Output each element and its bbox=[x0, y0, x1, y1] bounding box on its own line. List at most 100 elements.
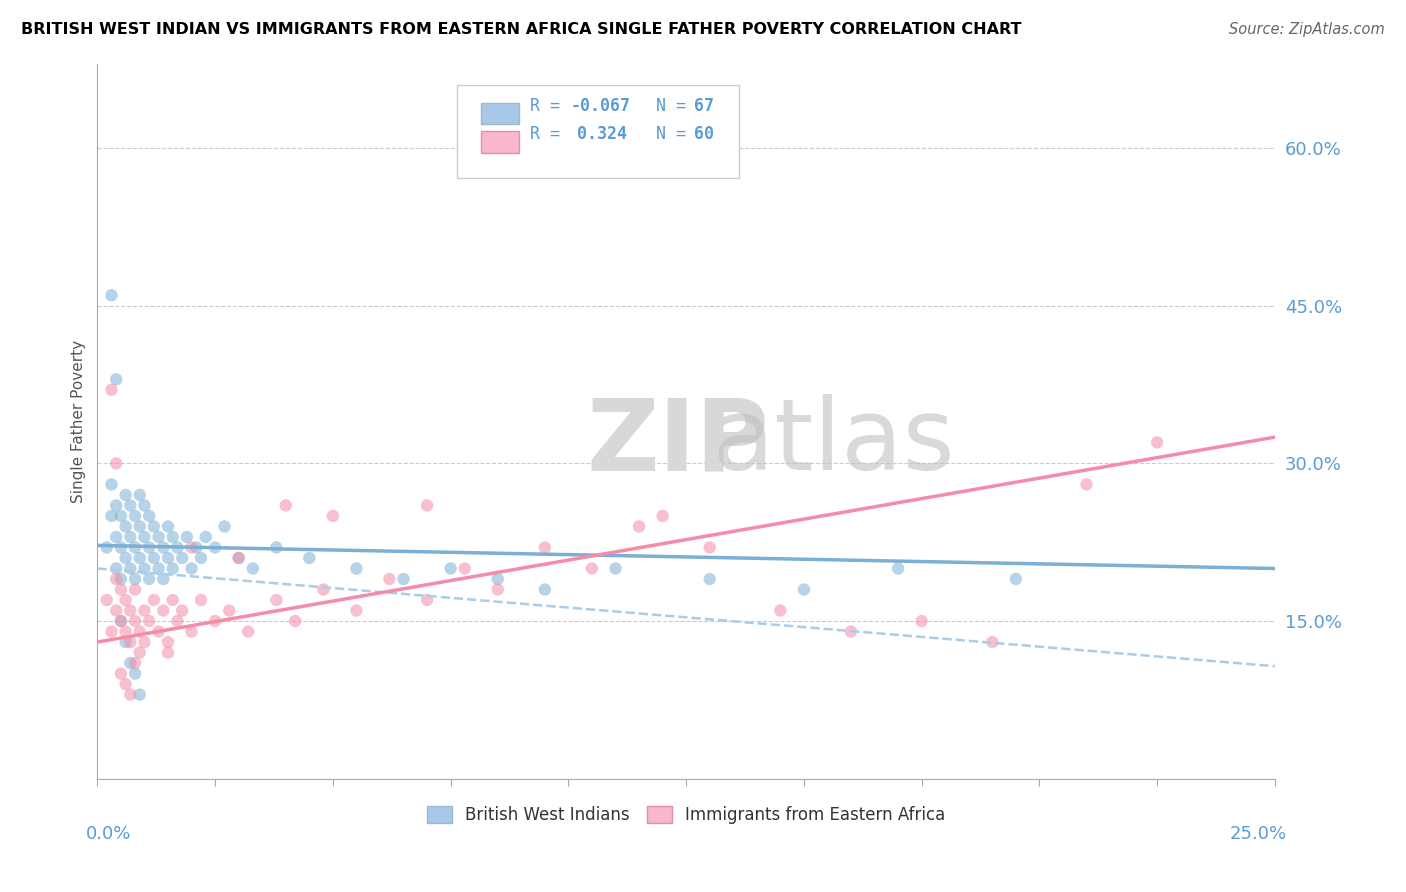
Point bbox=[120, 499, 142, 513]
Point bbox=[392, 572, 415, 586]
Point bbox=[839, 624, 862, 639]
Text: N =: N = bbox=[636, 125, 696, 143]
Point bbox=[180, 541, 202, 555]
FancyBboxPatch shape bbox=[481, 103, 519, 124]
Point bbox=[114, 635, 136, 649]
Point bbox=[105, 572, 128, 586]
Point bbox=[128, 646, 150, 660]
Point bbox=[534, 541, 557, 555]
Text: 25.0%: 25.0% bbox=[1230, 825, 1286, 843]
Point bbox=[105, 457, 128, 471]
FancyBboxPatch shape bbox=[481, 131, 519, 153]
Point bbox=[218, 603, 240, 617]
Point bbox=[138, 541, 160, 555]
Point bbox=[312, 582, 335, 597]
Point bbox=[110, 541, 132, 555]
Point bbox=[162, 530, 184, 544]
Text: R =: R = bbox=[530, 96, 569, 114]
Point bbox=[110, 666, 132, 681]
Point bbox=[981, 635, 1004, 649]
Point bbox=[128, 519, 150, 533]
Point bbox=[190, 593, 212, 607]
Point bbox=[148, 561, 170, 575]
Point bbox=[204, 541, 226, 555]
Point bbox=[156, 519, 179, 533]
Point bbox=[152, 603, 174, 617]
Point bbox=[152, 572, 174, 586]
Point bbox=[120, 561, 142, 575]
Point bbox=[114, 519, 136, 533]
Point bbox=[134, 635, 156, 649]
Point bbox=[486, 572, 509, 586]
Point bbox=[156, 551, 179, 566]
Point bbox=[148, 624, 170, 639]
Text: atlas: atlas bbox=[586, 394, 955, 491]
Point bbox=[96, 593, 118, 607]
Point bbox=[138, 508, 160, 523]
Point bbox=[134, 530, 156, 544]
Point bbox=[124, 508, 146, 523]
Point bbox=[142, 519, 165, 533]
Point bbox=[605, 561, 627, 575]
Point bbox=[793, 582, 815, 597]
Point bbox=[105, 372, 128, 386]
Point bbox=[162, 593, 184, 607]
Point bbox=[142, 593, 165, 607]
Point bbox=[128, 488, 150, 502]
Point bbox=[651, 508, 673, 523]
Point bbox=[1005, 572, 1028, 586]
Point bbox=[110, 582, 132, 597]
Point bbox=[911, 614, 934, 628]
Text: 0.324: 0.324 bbox=[576, 125, 627, 143]
Point bbox=[105, 603, 128, 617]
Point bbox=[114, 551, 136, 566]
Point bbox=[440, 561, 463, 575]
Text: BRITISH WEST INDIAN VS IMMIGRANTS FROM EASTERN AFRICA SINGLE FATHER POVERTY CORR: BRITISH WEST INDIAN VS IMMIGRANTS FROM E… bbox=[21, 22, 1022, 37]
Point bbox=[105, 499, 128, 513]
Text: 60: 60 bbox=[695, 125, 714, 143]
Point bbox=[114, 593, 136, 607]
Point bbox=[176, 530, 198, 544]
Point bbox=[120, 530, 142, 544]
Point bbox=[128, 551, 150, 566]
Point bbox=[214, 519, 236, 533]
FancyBboxPatch shape bbox=[457, 86, 740, 178]
Point bbox=[110, 614, 132, 628]
Point bbox=[266, 593, 288, 607]
Point bbox=[134, 603, 156, 617]
Point bbox=[172, 551, 194, 566]
Point bbox=[138, 572, 160, 586]
Point bbox=[236, 624, 259, 639]
Point bbox=[128, 688, 150, 702]
Point bbox=[228, 551, 250, 566]
Point bbox=[486, 582, 509, 597]
Point bbox=[284, 614, 307, 628]
Point bbox=[124, 582, 146, 597]
Point bbox=[120, 656, 142, 670]
Point bbox=[124, 656, 146, 670]
Point bbox=[152, 541, 174, 555]
Point bbox=[120, 603, 142, 617]
Text: -0.067: -0.067 bbox=[571, 96, 631, 114]
Text: R =: R = bbox=[530, 125, 579, 143]
Point bbox=[581, 561, 603, 575]
Point bbox=[124, 614, 146, 628]
Point bbox=[346, 561, 368, 575]
Y-axis label: Single Father Poverty: Single Father Poverty bbox=[72, 340, 86, 503]
Text: ZIP: ZIP bbox=[586, 394, 769, 491]
Legend: British West Indians, Immigrants from Eastern Africa: British West Indians, Immigrants from Ea… bbox=[420, 799, 952, 831]
Point bbox=[100, 383, 122, 397]
Text: 0.0%: 0.0% bbox=[86, 825, 131, 843]
Point bbox=[699, 572, 721, 586]
Point bbox=[124, 541, 146, 555]
Point bbox=[186, 541, 208, 555]
Text: Source: ZipAtlas.com: Source: ZipAtlas.com bbox=[1229, 22, 1385, 37]
Point bbox=[110, 508, 132, 523]
Point bbox=[134, 499, 156, 513]
Point bbox=[346, 603, 368, 617]
Point bbox=[100, 477, 122, 491]
Point bbox=[190, 551, 212, 566]
Point bbox=[378, 572, 401, 586]
Text: 67: 67 bbox=[695, 96, 714, 114]
Point bbox=[1146, 435, 1168, 450]
